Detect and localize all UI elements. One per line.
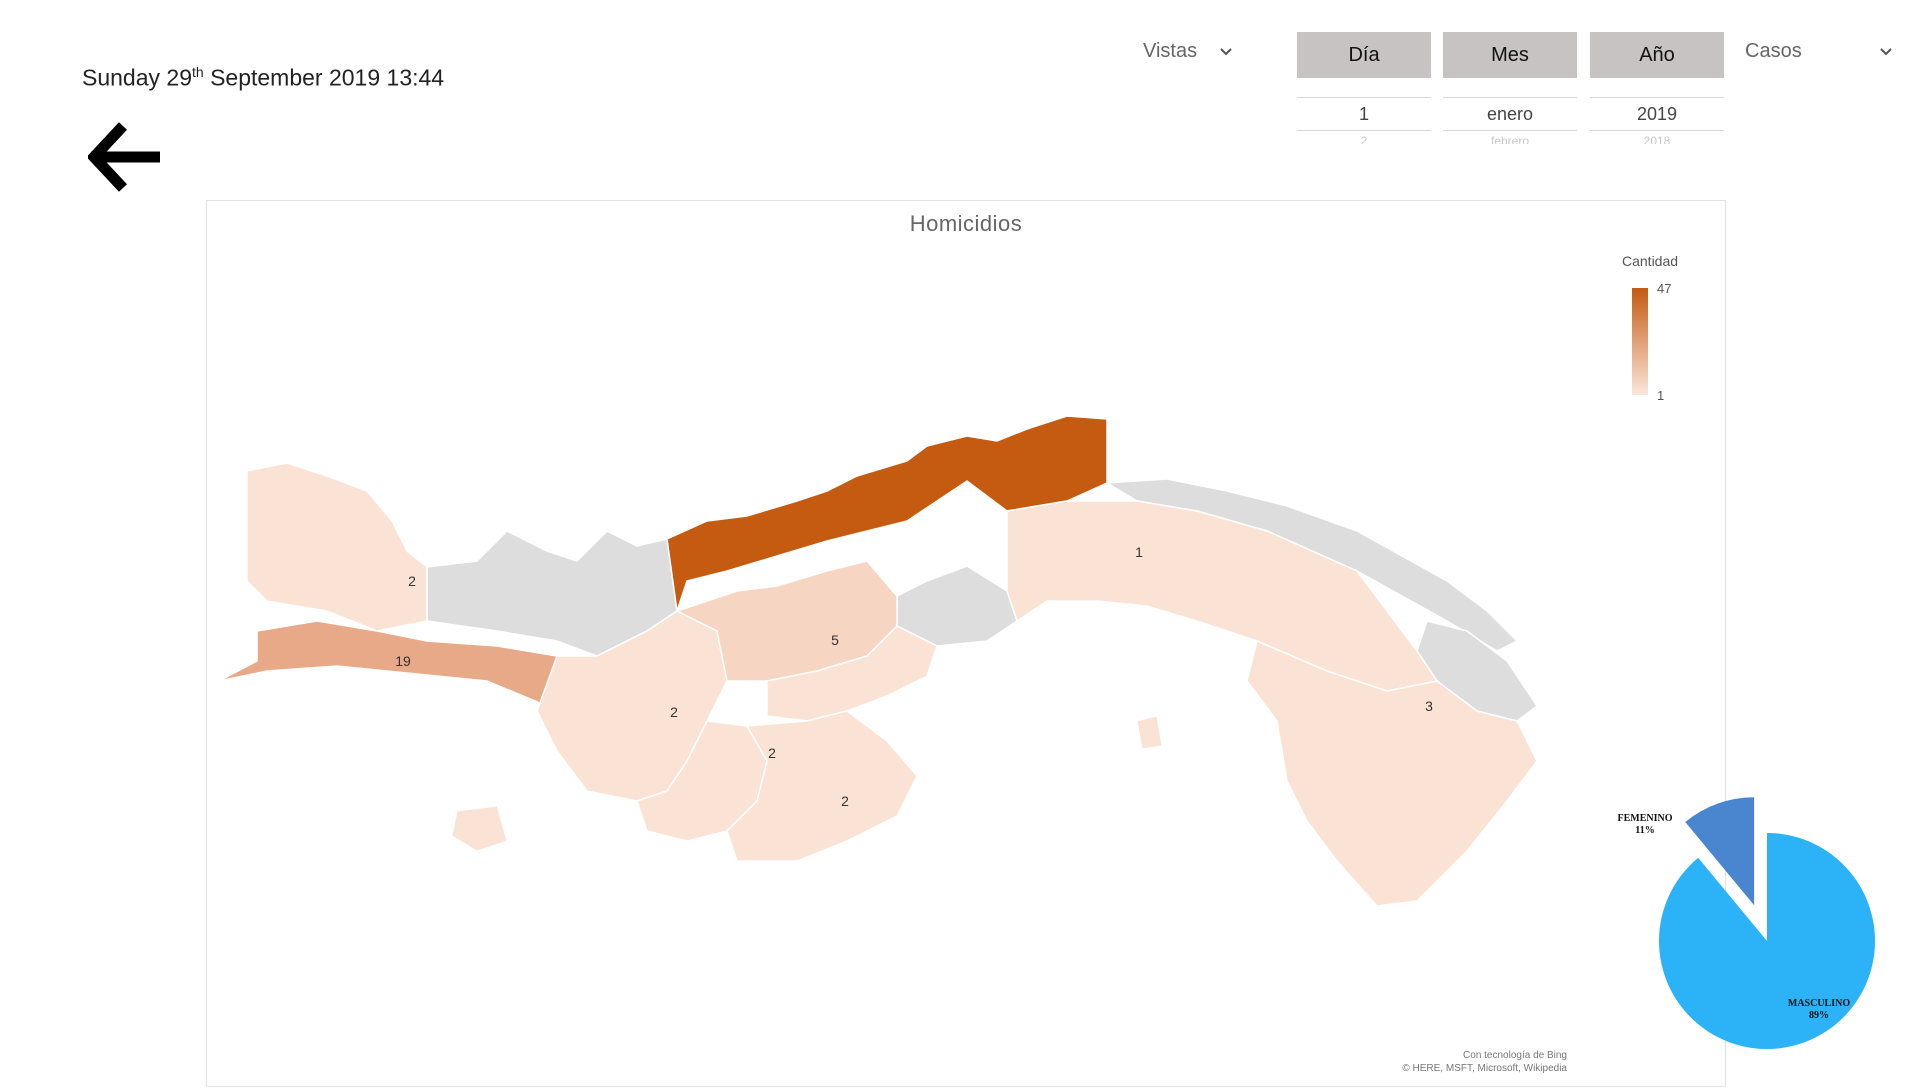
year-option-next[interactable]: 2018: [1643, 134, 1671, 144]
vistas-dropdown[interactable]: Vistas: [1143, 40, 1235, 63]
month-option-next[interactable]: febrero: [1490, 134, 1530, 144]
pie-slice-masculino[interactable]: [1659, 833, 1875, 1049]
current-datetime: Sunday 29th September 2019 13:44: [82, 64, 444, 92]
region-guna-madugandi-embera[interactable]: [896, 565, 1018, 647]
day-option-selected[interactable]: 1: [1297, 98, 1431, 131]
pie-percent-masculino: 89%: [1809, 1010, 1829, 1021]
homicidios-map-panel: Homicidios 2 19 47 1 5 2 2 2 3 Cantidad …: [206, 200, 1726, 1087]
map-attribution: Con tecnología de Bing © HERE, MSFT, Mic…: [1387, 1049, 1567, 1075]
region-bocas-del-toro[interactable]: [246, 462, 428, 632]
label-cocle: 5: [831, 632, 839, 648]
datetime-day-number: 29: [166, 64, 192, 91]
pie-percent-femenino: 11%: [1635, 825, 1654, 836]
region-panama-oeste[interactable]: [766, 625, 938, 722]
region-darien[interactable]: [1246, 639, 1538, 907]
label-bocas-del-toro: 2: [408, 573, 416, 589]
month-picker[interactable]: Mes enero febrero: [1443, 32, 1577, 144]
region-colon[interactable]: [666, 415, 1108, 612]
attribution-line-2: © HERE, MSFT, Microsoft, Wikipedia: [1402, 1063, 1567, 1074]
attribution-line-1: Con tecnología de Bing: [1463, 1050, 1567, 1061]
pie-label-femenino: FEMENINO: [1618, 813, 1673, 824]
day-option-next[interactable]: 2: [1360, 134, 1368, 144]
pie-label-masculino: MASCULINO: [1788, 998, 1850, 1009]
day-picker[interactable]: Día 1 2: [1297, 32, 1431, 144]
year-picker-list[interactable]: 2019 2018: [1590, 97, 1724, 144]
region-panama[interactable]: [1006, 500, 1439, 692]
label-panama: 1: [1135, 544, 1143, 560]
year-picker-header[interactable]: Año: [1590, 32, 1724, 78]
datetime-rest: September 2019 13:44: [210, 64, 445, 91]
label-colon: 47: [919, 525, 935, 541]
panama-map: 2 19 47 1 5 2 2 2 3: [218, 415, 1539, 907]
vistas-label: Vistas: [1143, 40, 1198, 62]
legend-max: 47: [1657, 281, 1672, 296]
label-los-santos: 2: [841, 793, 849, 809]
arrow-left-icon[interactable]: [88, 120, 168, 195]
island-coiba[interactable]: [451, 805, 508, 852]
datetime-day-name: Sunday: [82, 64, 161, 91]
day-picker-header[interactable]: Día: [1297, 32, 1431, 78]
chevron-down-icon: [1880, 47, 1892, 55]
label-veraguas: 2: [670, 704, 678, 720]
island-pearl[interactable]: [1136, 715, 1163, 750]
casos-label: Casos: [1745, 40, 1802, 62]
label-herrera: 2: [768, 745, 776, 761]
map-title: Homicidios: [909, 211, 1023, 236]
gender-pie-chart: FEMENINO 11% MASCULINO 89%: [1618, 797, 1875, 1049]
year-option-selected[interactable]: 2019: [1590, 98, 1724, 131]
legend-min: 1: [1657, 388, 1665, 403]
label-darien: 3: [1425, 698, 1433, 714]
label-chiriqui: 19: [395, 653, 411, 669]
year-picker[interactable]: Año 2019 2018: [1590, 32, 1724, 144]
legend-title: Cantidad: [1622, 253, 1679, 269]
day-picker-list[interactable]: 1 2: [1297, 97, 1431, 144]
datetime-day-suffix: th: [192, 64, 204, 80]
casos-dropdown[interactable]: Casos: [1745, 40, 1895, 63]
chevron-down-icon: [1220, 47, 1232, 55]
month-picker-list[interactable]: enero febrero: [1443, 97, 1577, 144]
month-option-selected[interactable]: enero: [1443, 98, 1577, 131]
month-picker-header[interactable]: Mes: [1443, 32, 1577, 78]
region-los-santos[interactable]: [726, 710, 918, 862]
pie-slice-femenino[interactable]: [1685, 797, 1755, 906]
legend-gradient: [1632, 288, 1648, 395]
